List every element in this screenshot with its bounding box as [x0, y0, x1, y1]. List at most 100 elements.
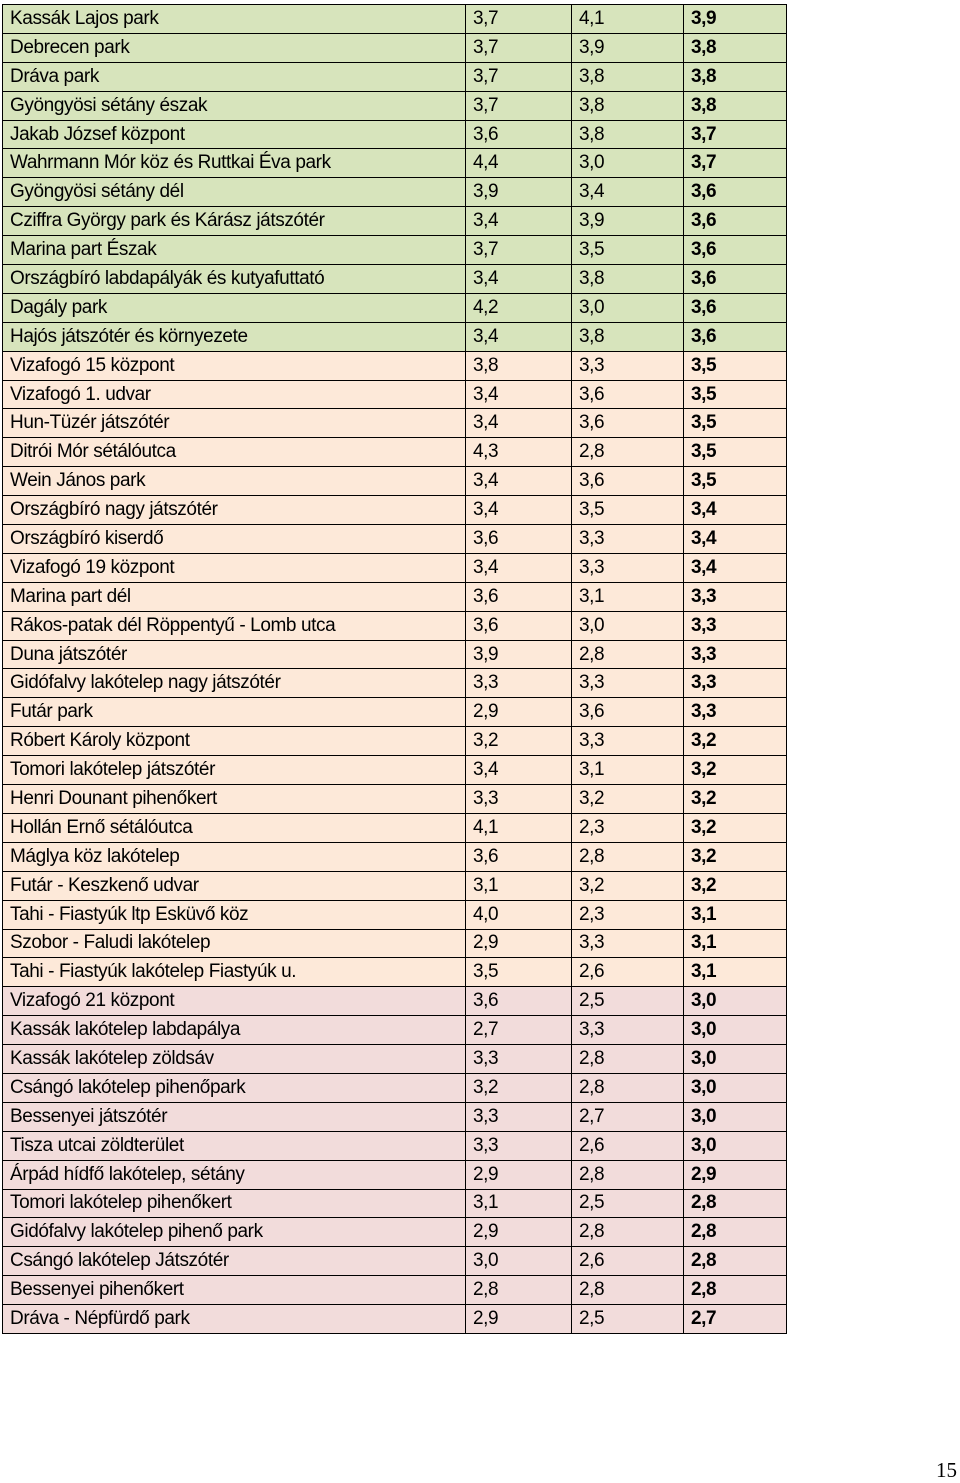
average-score-cell: 3,7	[683, 119, 787, 150]
average-score-cell: 3,9	[683, 4, 787, 34]
score-a-cell: 3,6	[465, 119, 572, 150]
average-score-cell: 3,2	[683, 841, 787, 872]
table-row: Tomori lakótelep játszótér 3,4 3,1 3,2	[2, 755, 787, 786]
score-b-cell: 4,1	[571, 4, 684, 34]
park-name-cell: Bessenyei játszótér	[2, 1101, 466, 1132]
average-score-cell: 2,8	[683, 1217, 787, 1248]
average-score-cell: 3,5	[683, 408, 787, 439]
average-score-cell: 3,2	[683, 812, 787, 843]
table-row: Gidófalvy lakótelep pihenő park 2,9 2,8 2,8	[2, 1217, 787, 1248]
table-row: Henri Dounant pihenőkert 3,3 3,2 3,2	[2, 784, 787, 814]
average-score-cell: 3,6	[683, 177, 787, 208]
average-score-cell: 3,3	[683, 668, 787, 699]
score-b-cell: 3,1	[571, 755, 684, 786]
park-name-cell: Gidófalvy lakótelep pihenő park	[2, 1217, 466, 1248]
table-row: Vizafogó 21 központ 3,6 2,5 3,0	[2, 986, 787, 1017]
park-name-cell: Róbert Károly központ	[2, 726, 466, 757]
average-score-cell: 3,8	[683, 61, 787, 92]
park-name-cell: Ditrói Mór sétálóutca	[2, 437, 466, 468]
score-b-cell: 2,6	[571, 957, 684, 988]
score-b-cell: 3,9	[571, 32, 684, 63]
score-a-cell: 3,6	[465, 610, 572, 641]
score-b-cell: 2,6	[571, 1130, 684, 1161]
table-row: Országbíró labdapályák és kutyafuttató 3,…	[2, 264, 787, 294]
score-b-cell: 3,6	[571, 379, 684, 410]
average-score-cell: 3,6	[683, 206, 787, 237]
table-row: Wein János park 3,4 3,6 3,5	[2, 466, 787, 497]
table-row: Vizafogó 1. udvar 3,4 3,6 3,5	[2, 379, 787, 410]
table-row: Tahi - Fiastyúk lakótelep Fiastyúk u. 3,5…	[2, 957, 787, 988]
score-b-cell: 2,3	[571, 812, 684, 843]
score-b-cell: 2,5	[571, 1188, 684, 1219]
score-b-cell: 2,8	[571, 639, 684, 670]
average-score-cell: 3,6	[683, 292, 787, 323]
park-name-cell: Kassák Lajos park	[2, 4, 466, 34]
table-row: Gyöngyösi sétány észak 3,7 3,8 3,8	[2, 90, 787, 121]
table-row: Tomori lakótelep pihenőkert 3,1 2,5 2,8	[2, 1188, 787, 1219]
park-name-cell: Futár - Keszkenő udvar	[2, 870, 466, 901]
park-name-cell: Marina part dél	[2, 581, 466, 612]
average-score-cell: 3,3	[683, 697, 787, 728]
score-a-cell: 3,4	[465, 206, 572, 237]
park-name-cell: Jakab József központ	[2, 119, 466, 150]
park-name-cell: Árpád hídfő lakótelep, sétány	[2, 1159, 466, 1190]
score-a-cell: 3,6	[465, 524, 572, 554]
table-row: Szobor - Faludi lakótelep 2,9 3,3 3,1	[2, 928, 787, 959]
table-row: Dráva - Népfürdő park 2,9 2,5 2,7	[2, 1304, 787, 1334]
score-a-cell: 3,3	[465, 1044, 572, 1074]
score-b-cell: 2,8	[571, 1217, 684, 1248]
park-name-cell: Kassák lakótelep zöldsáv	[2, 1044, 466, 1074]
table-row: Kassák lakótelep labdapálya 2,7 3,3 3,0	[2, 1015, 787, 1046]
average-score-cell: 2,9	[683, 1159, 787, 1190]
score-a-cell: 3,7	[465, 4, 572, 34]
average-score-cell: 3,2	[683, 870, 787, 901]
table-row: Jakab József központ 3,6 3,8 3,7	[2, 119, 787, 150]
score-b-cell: 3,3	[571, 668, 684, 699]
table-row: Rákos-patak dél Röppentyű - Lomb utca 3,6…	[2, 610, 787, 641]
score-a-cell: 4,3	[465, 437, 572, 468]
park-name-cell: Rákos-patak dél Röppentyű - Lomb utca	[2, 610, 466, 641]
table-row: Bessenyei pihenőkert 2,8 2,8 2,8	[2, 1275, 787, 1306]
score-a-cell: 2,8	[465, 1275, 572, 1306]
average-score-cell: 3,4	[683, 495, 787, 526]
park-name-cell: Dráva park	[2, 61, 466, 92]
score-a-cell: 3,7	[465, 90, 572, 121]
average-score-cell: 3,1	[683, 957, 787, 988]
park-name-cell: Tahi - Fiastyúk ltp Esküvő köz	[2, 899, 466, 930]
score-a-cell: 3,7	[465, 235, 572, 266]
average-score-cell: 3,5	[683, 437, 787, 468]
table-body: Kassák Lajos park 3,7 4,1 3,9 Debrecen park 3…	[2, 4, 787, 1334]
average-score-cell: 3,4	[683, 552, 787, 583]
park-name-cell: Országbíró nagy játszótér	[2, 495, 466, 526]
score-b-cell: 3,2	[571, 870, 684, 901]
park-name-cell: Máglya köz lakótelep	[2, 841, 466, 872]
table-row: Kassák Lajos park 3,7 4,1 3,9	[2, 4, 787, 34]
table-row: Hajós játszótér és környezete 3,4 3,8 3,6	[2, 321, 787, 352]
average-score-cell: 3,5	[683, 350, 787, 381]
average-score-cell: 3,8	[683, 32, 787, 63]
score-a-cell: 3,4	[465, 321, 572, 352]
park-name-cell: Hollán Ernő sétálóutca	[2, 812, 466, 843]
table-row: Csángó lakótelep Játszótér 3,0 2,6 2,8	[2, 1246, 787, 1277]
average-score-cell: 3,5	[683, 466, 787, 497]
average-score-cell: 3,7	[683, 148, 787, 179]
score-a-cell: 3,0	[465, 1246, 572, 1277]
average-score-cell: 3,3	[683, 581, 787, 612]
average-score-cell: 3,1	[683, 928, 787, 959]
average-score-cell: 3,3	[683, 610, 787, 641]
park-name-cell: Wein János park	[2, 466, 466, 497]
score-a-cell: 4,1	[465, 812, 572, 843]
score-b-cell: 3,3	[571, 552, 684, 583]
score-a-cell: 3,4	[465, 408, 572, 439]
park-name-cell: Vizafogó 1. udvar	[2, 379, 466, 410]
park-name-cell: Vizafogó 21 központ	[2, 986, 466, 1017]
score-b-cell: 3,5	[571, 495, 684, 526]
score-b-cell: 3,0	[571, 292, 684, 323]
score-b-cell: 2,8	[571, 437, 684, 468]
score-b-cell: 3,0	[571, 148, 684, 179]
average-score-cell: 3,0	[683, 1015, 787, 1046]
average-score-cell: 3,4	[683, 524, 787, 554]
table-row: Dagály park 4,2 3,0 3,6	[2, 292, 787, 323]
average-score-cell: 3,6	[683, 264, 787, 294]
park-name-cell: Dagály park	[2, 292, 466, 323]
